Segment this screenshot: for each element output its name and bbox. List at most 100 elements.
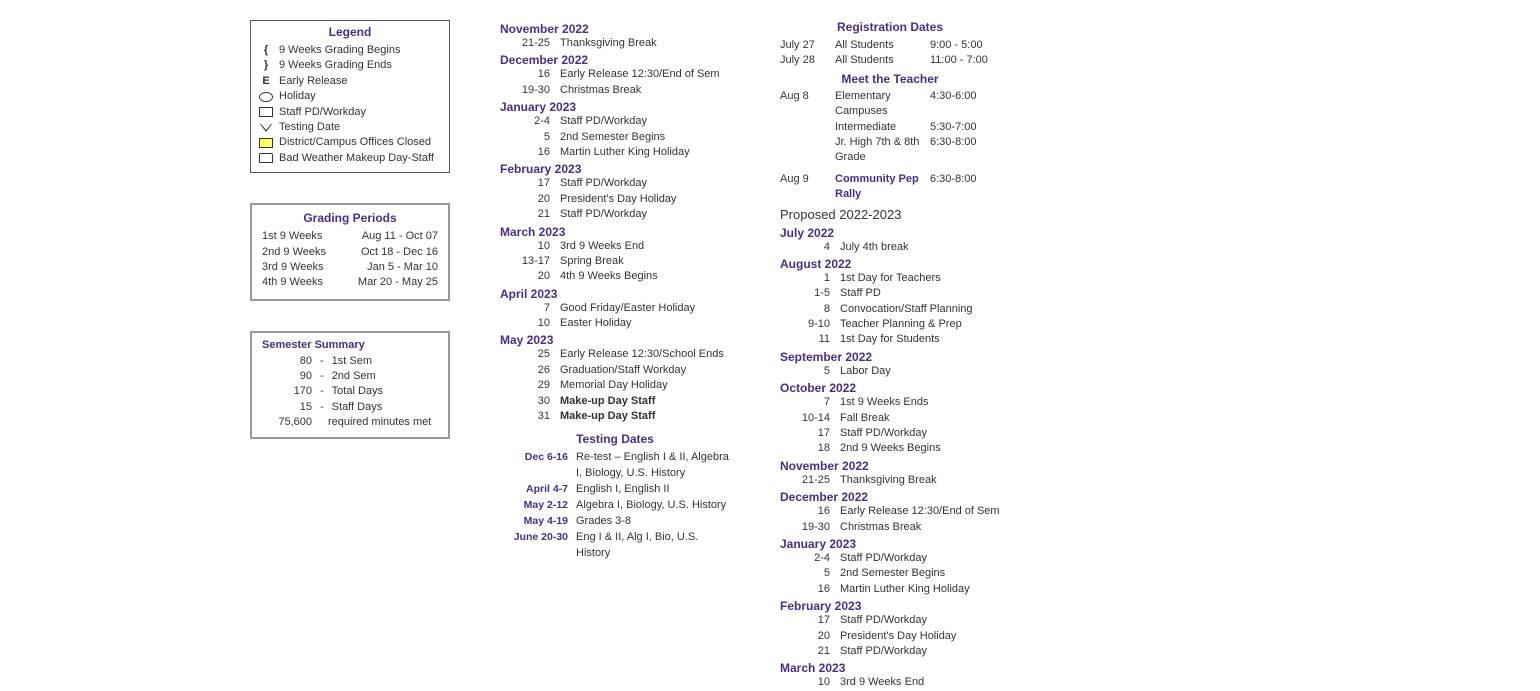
legend-item: EEarly Release xyxy=(259,74,441,89)
event-date: 29 xyxy=(500,378,560,393)
registration-row: July 27All Students9:00 - 5:00 xyxy=(780,38,1000,53)
event-row: 71st 9 Weeks Ends xyxy=(780,395,1000,410)
column-registration-proposed: Registration Dates July 27All Students9:… xyxy=(780,20,1000,691)
event-row: 17Staff PD/Workday xyxy=(780,426,1000,441)
event-date: 18 xyxy=(780,441,840,456)
pep-rally-row: Aug 9 Community Pep Rally 6:30-8:00 xyxy=(780,172,1000,203)
event-text: Fall Break xyxy=(840,411,1000,426)
event-row: 52nd Semester Begins xyxy=(500,130,730,145)
reg-time: 11:00 - 7:00 xyxy=(930,53,1000,68)
event-text: 1st 9 Weeks Ends xyxy=(840,395,1000,410)
event-date: 16 xyxy=(780,504,840,519)
event-date: 4 xyxy=(780,240,840,255)
legend-item: {9 Weeks Grading Begins xyxy=(259,43,441,58)
legend-label: Bad Weather Makeup Day-Staff xyxy=(279,151,434,166)
event-date: 11 xyxy=(780,332,840,347)
event-text: Convocation/Staff Planning xyxy=(840,302,1000,317)
legend-symbol xyxy=(259,138,273,148)
pep-date: Aug 9 xyxy=(780,172,835,203)
event-date: 19-30 xyxy=(500,83,560,98)
event-date: 31 xyxy=(500,409,560,424)
event-date: 20 xyxy=(780,629,840,644)
event-text: Martin Luther King Holiday xyxy=(560,145,730,160)
event-row: 7Good Friday/Easter Holiday xyxy=(500,301,730,316)
event-text: Staff PD xyxy=(840,286,1000,301)
legend-symbol xyxy=(259,107,273,117)
column-legend-boxes: Legend {9 Weeks Grading Begins}9 Weeks G… xyxy=(250,20,450,691)
event-row: 21Staff PD/Workday xyxy=(780,644,1000,659)
meet-who: Jr. High 7th & 8th Grade xyxy=(835,135,930,166)
month-heading: January 2023 xyxy=(780,537,1000,551)
meet-teacher-row: Jr. High 7th & 8th Grade6:30-8:00 xyxy=(780,135,1000,166)
testing-row: April 4-7English I, English II xyxy=(500,482,730,498)
legend-symbol: E xyxy=(259,74,273,89)
pep-label: Community Pep Rally xyxy=(835,172,930,203)
event-text: Graduation/Staff Workday xyxy=(560,363,730,378)
testing-text: Grades 3-8 xyxy=(576,514,730,530)
month-heading: March 2023 xyxy=(780,661,1000,675)
event-text: President's Day Holiday xyxy=(840,629,1000,644)
semester-label: 1st Sem xyxy=(332,354,372,369)
legend-item: Holiday xyxy=(259,89,441,104)
event-row: 20President's Day Holiday xyxy=(780,629,1000,644)
event-date: 13-17 xyxy=(500,254,560,269)
event-text: 2nd 9 Weeks Begins xyxy=(840,441,1000,456)
grading-periods-box: Grading Periods 1st 9 WeeksAug 11 - Oct … xyxy=(250,203,450,301)
semester-sep: - xyxy=(320,384,324,399)
grading-row: 3rd 9 WeeksJan 5 - Mar 10 xyxy=(262,260,438,275)
event-text: Staff PD/Workday xyxy=(840,644,1000,659)
month-heading: July 2022 xyxy=(780,226,1000,240)
month-heading: April 2023 xyxy=(500,287,730,301)
semester-row: 90-2nd Sem xyxy=(262,369,438,384)
reg-date: July 27 xyxy=(780,38,835,53)
event-text: Easter Holiday xyxy=(560,316,730,331)
testing-date: May 2-12 xyxy=(500,498,576,514)
month-heading: August 2022 xyxy=(780,257,1000,271)
testing-text: Algebra I, Biology, U.S. History xyxy=(576,498,730,514)
event-text: 1st Day for Teachers xyxy=(840,271,1000,286)
semester-sep: - xyxy=(320,369,324,384)
event-row: 30Make-up Day Staff xyxy=(500,394,730,409)
testing-text: Eng I & II, Alg I, Bio, U.S. History xyxy=(576,530,730,562)
semester-num: 75,600 xyxy=(262,415,312,430)
testing-row: May 4-19Grades 3-8 xyxy=(500,514,730,530)
event-row: 2-4Staff PD/Workday xyxy=(780,551,1000,566)
semester-num: 15 xyxy=(262,400,312,415)
event-row: 20President's Day Holiday xyxy=(500,192,730,207)
event-text: July 4th break xyxy=(840,240,1000,255)
reg-date: July 28 xyxy=(780,53,835,68)
reg-who: All Students xyxy=(835,53,930,68)
testing-text: Re-test – English I & II, Algebra I, Bio… xyxy=(576,450,730,482)
semester-label: Staff Days xyxy=(332,400,383,415)
legend-label: 9 Weeks Grading Begins xyxy=(279,43,400,58)
legend-item: Testing Date xyxy=(259,120,441,135)
event-text: Early Release 12:30/End of Sem xyxy=(840,504,1000,519)
event-date: 19-30 xyxy=(780,520,840,535)
event-text: Make-up Day Staff xyxy=(560,394,730,409)
event-date: 10-14 xyxy=(780,411,840,426)
event-date: 21 xyxy=(780,644,840,659)
event-date: 16 xyxy=(500,67,560,82)
grading-row: 2nd 9 WeeksOct 18 - Dec 16 xyxy=(262,245,438,260)
event-text: Martin Luther King Holiday xyxy=(840,582,1000,597)
grading-range: Jan 5 - Mar 10 xyxy=(367,260,438,275)
event-date: 17 xyxy=(780,613,840,628)
event-text: Staff PD/Workday xyxy=(840,551,1000,566)
semester-row: 75,600required minutes met xyxy=(262,415,438,430)
month-heading: September 2022 xyxy=(780,350,1000,364)
event-row: 11st Day for Teachers xyxy=(780,271,1000,286)
semester-row: 170-Total Days xyxy=(262,384,438,399)
testing-text: English I, English II xyxy=(576,482,730,498)
legend-item: District/Campus Offices Closed xyxy=(259,135,441,150)
event-date: 10 xyxy=(500,316,560,331)
grading-label: 1st 9 Weeks xyxy=(262,229,322,244)
proposed-title: Proposed 2022-2023 xyxy=(780,207,1000,222)
month-heading: February 2023 xyxy=(500,162,730,176)
event-row: 19-30Christmas Break xyxy=(500,83,730,98)
event-row: 16Early Release 12:30/End of Sem xyxy=(780,504,1000,519)
reg-time: 9:00 - 5:00 xyxy=(930,38,1000,53)
month-heading: December 2022 xyxy=(780,490,1000,504)
meet-time: 6:30-8:00 xyxy=(930,135,1000,166)
event-text: 1st Day for Students xyxy=(840,332,1000,347)
month-heading: January 2023 xyxy=(500,100,730,114)
